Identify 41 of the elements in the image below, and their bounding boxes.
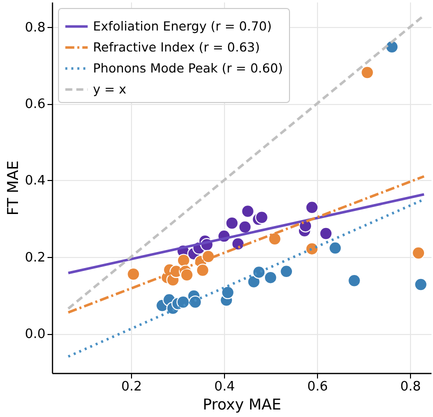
point	[180, 268, 194, 282]
point	[176, 295, 190, 309]
point	[348, 274, 361, 288]
x-tick-label: 0.2	[121, 380, 142, 394]
point	[280, 264, 293, 278]
point	[126, 268, 140, 281]
point	[412, 246, 426, 260]
point	[188, 295, 202, 309]
legend-label: Refractive Index (r = 0.63)	[93, 40, 260, 54]
legend-label: Exfoliation Energy (r = 0.70)	[93, 18, 272, 34]
y-axis-title: FT MAE	[4, 160, 22, 216]
point	[319, 226, 333, 240]
point	[360, 66, 374, 80]
x-tick-label: 0.4	[214, 380, 235, 394]
point	[196, 264, 210, 277]
point	[305, 242, 319, 256]
point	[252, 266, 266, 279]
point	[247, 275, 260, 288]
point	[231, 237, 245, 250]
point	[241, 204, 254, 218]
point	[221, 286, 234, 300]
y-tick-label: 0.4	[24, 174, 46, 189]
point	[328, 241, 342, 255]
y-tick-label: 0.6	[24, 97, 46, 112]
legend-label: y = x	[93, 82, 126, 96]
point	[202, 250, 215, 264]
point	[225, 216, 239, 230]
x-tick-label: 0.8	[400, 380, 421, 394]
y-tick-label: 0.2	[24, 250, 46, 266]
point	[238, 220, 252, 234]
x-axis-title: Proxy MAE	[202, 396, 282, 414]
point	[176, 254, 190, 267]
point	[268, 232, 282, 246]
point	[255, 210, 268, 224]
point	[264, 270, 278, 284]
y-tick-label: 0.0	[24, 327, 46, 342]
y-tick-label: 0.8	[24, 20, 46, 36]
point	[305, 200, 319, 214]
point	[414, 278, 428, 292]
legend-label: Phonons Mode Peak (r = 0.60)	[93, 60, 283, 76]
x-tick-label: 0.6	[307, 380, 328, 394]
